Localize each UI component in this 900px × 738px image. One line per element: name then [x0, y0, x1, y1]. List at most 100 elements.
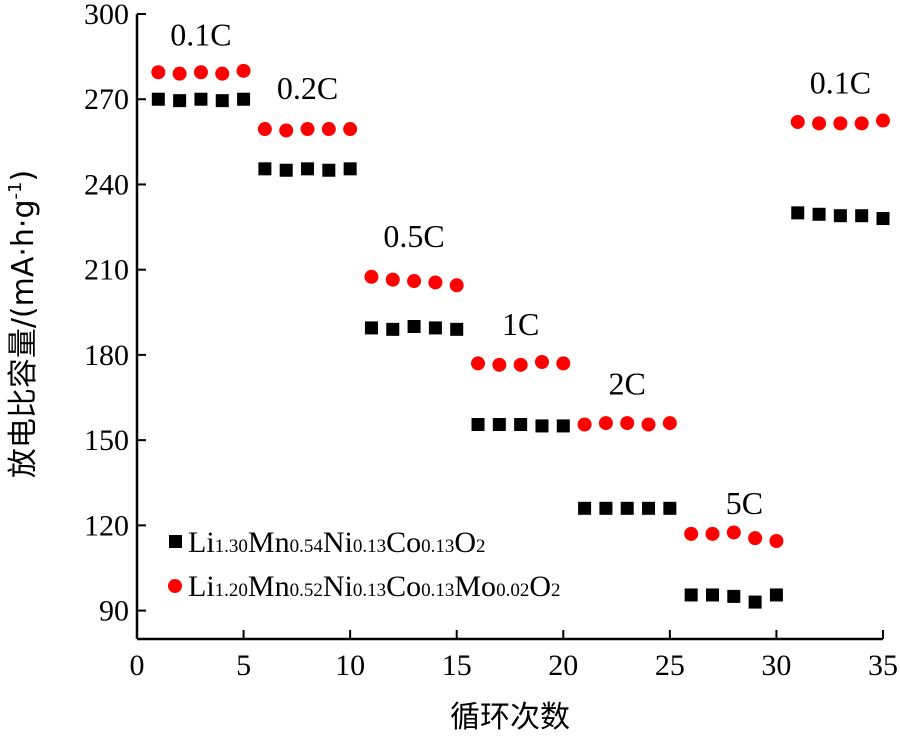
series-2-point: [790, 114, 805, 129]
series-1-point: [642, 501, 656, 515]
series-2-point: [215, 66, 230, 81]
series-1-point: [705, 588, 719, 602]
legend-subscript: 2: [551, 580, 561, 601]
x-tick-label: 0: [130, 649, 145, 682]
series-1-point: [258, 162, 272, 176]
legend-entry-2: Li1.20Mn0.52Ni0.13Co0.13Mo0.02O2: [188, 570, 560, 603]
series-1-point: [514, 418, 528, 432]
series-2-point: [385, 272, 400, 287]
legend-element: Co: [386, 526, 421, 559]
series-2-point: [684, 526, 699, 541]
series-2-point: [343, 122, 358, 137]
legend-entry-1: Li1.30Mn0.54Ni0.13Co0.13O2: [188, 526, 486, 559]
series-2-point: [577, 417, 592, 432]
legend-marker-circle: [168, 579, 182, 593]
series-2-point: [193, 65, 208, 80]
y-tick-label: 180: [84, 339, 129, 372]
series-2-point: [662, 416, 677, 431]
series-1-point: [578, 501, 592, 515]
series-2-point: [172, 66, 187, 81]
legend-element: Ni: [323, 570, 353, 603]
legend-element: Li: [188, 526, 215, 559]
x-axis-title: 循环次数: [450, 700, 570, 735]
series-1-point: [492, 418, 506, 432]
series-2-point: [236, 63, 251, 78]
y-axis-title: 放电比容量/(mA·h·g-1): [5, 170, 41, 478]
legend: Li1.30Mn0.54Ni0.13Co0.13O2Li1.20Mn0.52Ni…: [168, 526, 560, 603]
series-1-point: [855, 209, 869, 223]
series-2-point: [641, 417, 656, 432]
series-1-point: [663, 501, 677, 515]
series-2-point: [833, 116, 848, 131]
x-tick-label: 35: [868, 649, 898, 682]
y-axis-title-close: ): [6, 170, 41, 182]
y-axis-title-sup: -1: [5, 182, 26, 200]
legend-subscript: 0.13: [353, 536, 386, 557]
rate-label: 1C: [502, 306, 539, 342]
x-tick-label: 20: [548, 649, 578, 682]
series-1-point: [684, 588, 698, 602]
legend-subscript: 0.13: [353, 580, 386, 601]
rate-label: 0.2C: [277, 70, 338, 106]
series-2-point: [257, 122, 272, 137]
series-2-point: [407, 274, 422, 289]
series-2-point: [812, 116, 827, 131]
x-tick-label: 25: [655, 649, 685, 682]
rate-label: 0.1C: [170, 16, 231, 52]
y-tick-label: 150: [84, 424, 129, 457]
series-1-point: [322, 163, 336, 177]
series-2-point: [598, 416, 613, 431]
series-1-point: [237, 92, 251, 106]
series-2-point: [748, 531, 763, 546]
series-1-point: [386, 322, 400, 336]
y-axis-title-main: 放电比容量/(mA·h·g: [6, 199, 41, 478]
legend-marker-square: [169, 535, 182, 548]
series-1-point: [748, 595, 762, 609]
series-1-point: [876, 212, 890, 226]
series-1-point: [769, 588, 783, 602]
legend-element: Ni: [323, 526, 353, 559]
y-tick-label: 120: [84, 509, 129, 542]
legend-subscript: 0.13: [421, 536, 454, 557]
series-2-point: [769, 533, 784, 548]
series-2-point: [364, 269, 379, 284]
series-1-point: [151, 92, 165, 106]
y-tick-label: 300: [84, 0, 129, 31]
series-1-point: [812, 207, 826, 221]
series-2-point: [556, 356, 571, 371]
series-2-point: [279, 123, 294, 138]
series-1-point: [535, 419, 549, 433]
x-tick-label: 15: [442, 649, 472, 682]
legend-subscript: 2: [476, 536, 486, 557]
rate-labels: 0.1C 0.2C 0.5C 1C 2C 5C 0.1C: [170, 16, 871, 521]
series-1-point: [450, 322, 464, 336]
legend-element: O: [529, 570, 551, 603]
legend-element: Mn: [248, 570, 290, 603]
ticks: 0 5 10 15 20 25 30 35 90 120 150 180 210 240 270 300: [84, 0, 898, 682]
y-tick-label: 240: [84, 168, 129, 201]
legend-subscript: 1.20: [215, 580, 248, 601]
series-2-point: [151, 65, 166, 80]
series-1-point: [727, 589, 741, 603]
series-1-point: [301, 162, 315, 176]
y-tick-label: 210: [84, 254, 129, 287]
series-1-point: [428, 321, 442, 335]
series-1-point: [556, 419, 570, 433]
legend-element: Mo: [454, 570, 496, 603]
axes: [135, 14, 883, 641]
series-2-point: [620, 416, 635, 431]
y-tick-label: 90: [99, 595, 129, 628]
data-marks: [151, 63, 890, 609]
series-1-point: [194, 92, 208, 106]
series-2-point: [428, 275, 443, 290]
rate-label: 2C: [609, 366, 646, 402]
series-2-point: [321, 122, 336, 137]
x-tick-label: 30: [761, 649, 791, 682]
series-2-point: [534, 355, 549, 370]
series-1-point: [407, 320, 421, 333]
series-1-point: [620, 501, 634, 515]
rate-label: 0.1C: [810, 65, 871, 101]
series-2-point: [705, 526, 720, 541]
series-1-point: [343, 162, 357, 176]
series-2-point: [300, 122, 315, 137]
